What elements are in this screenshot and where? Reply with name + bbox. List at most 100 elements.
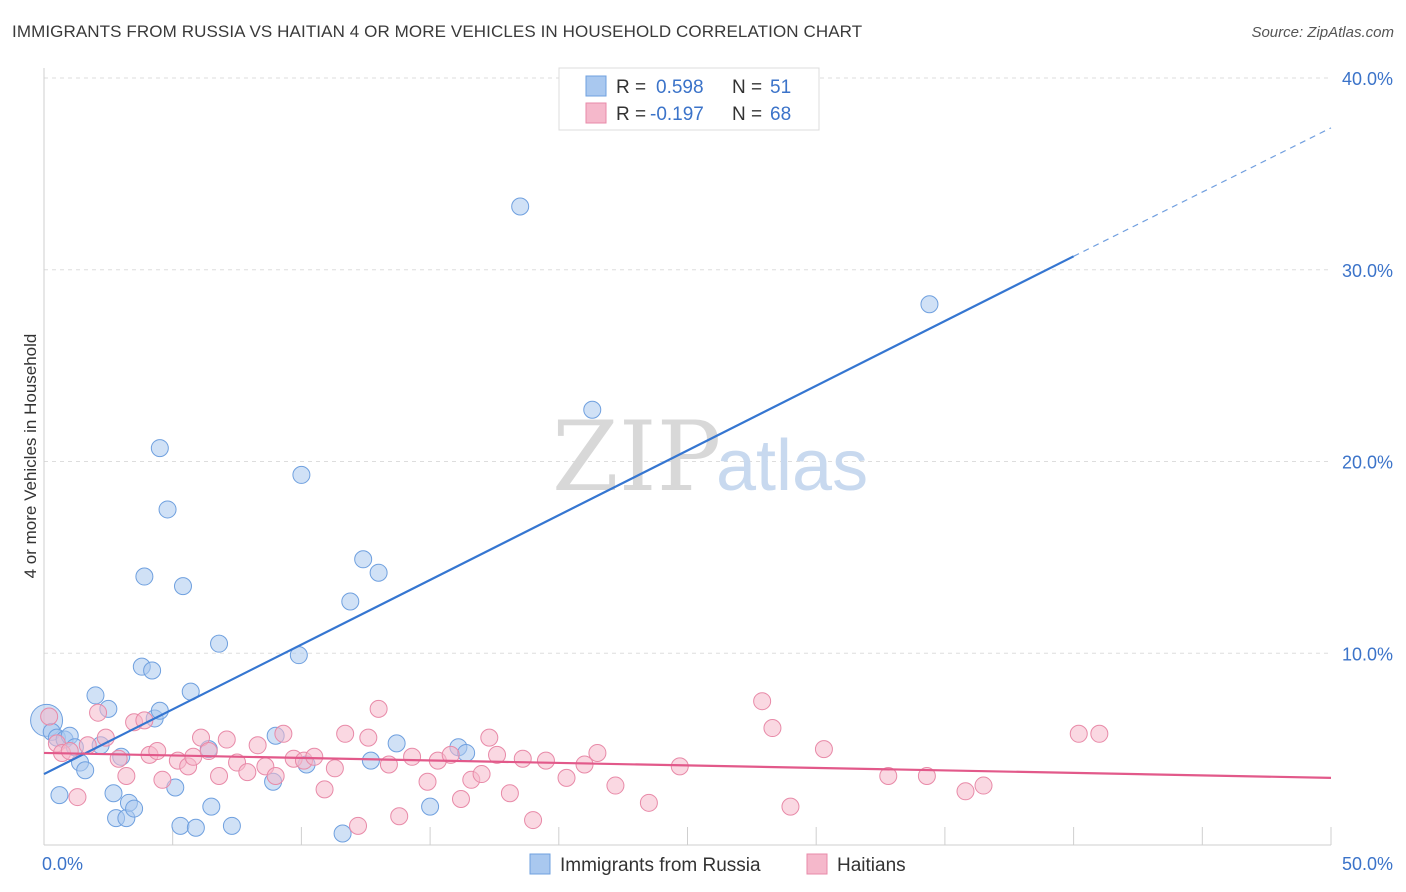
- point-haitians: [451, 789, 470, 808]
- point-haitians: [639, 793, 658, 812]
- y-tick-label: 30.0%: [1342, 261, 1393, 281]
- point-haitians: [274, 724, 293, 743]
- point-russia: [341, 592, 360, 611]
- trend-layer: [43, 127, 1332, 779]
- point-haitians: [472, 765, 491, 784]
- stats-r-value-russia: 0.598: [656, 77, 704, 98]
- point-haitians: [480, 728, 499, 747]
- point-haitians: [974, 776, 993, 795]
- point-russia: [104, 784, 123, 803]
- stats-r-label-haitians: R =: [616, 104, 646, 125]
- tick-labels: 10.0% 20.0% 30.0% 40.0% 0.0% 50.0%: [42, 69, 1393, 874]
- point-haitians: [588, 743, 607, 762]
- watermark-atlas: atlas: [716, 426, 868, 506]
- legend-label-russia: Immigrants from Russia: [560, 855, 761, 876]
- point-haitians: [1090, 724, 1109, 743]
- series-legend: Immigrants from Russia Haitians: [529, 853, 906, 876]
- point-haitians: [441, 745, 460, 764]
- point-russia: [150, 439, 169, 458]
- point-haitians: [763, 719, 782, 738]
- point-haitians: [325, 759, 344, 778]
- point-russia: [457, 743, 476, 762]
- point-haitians: [557, 768, 576, 787]
- point-haitians: [753, 692, 772, 711]
- point-russia: [210, 634, 229, 653]
- point-russia: [125, 799, 144, 818]
- x-tick-label: 50.0%: [1342, 854, 1393, 874]
- point-haitians: [305, 747, 324, 766]
- point-haitians: [68, 788, 87, 807]
- point-haitians: [879, 766, 898, 785]
- point-russia: [333, 824, 352, 843]
- point-russia: [222, 816, 241, 835]
- point-haitians: [315, 780, 334, 799]
- x-tick-label: 0.0%: [42, 854, 83, 874]
- chart-title: IMMIGRANTS FROM RUSSIA VS HAITIAN 4 OR M…: [12, 22, 863, 41]
- stats-n-label-russia: N =: [732, 77, 762, 98]
- stats-legend: R = 0.598 N = 51 R = -0.197 N = 68: [558, 67, 820, 131]
- trend-line-haitians: [43, 751, 1332, 779]
- y-tick-label: 10.0%: [1342, 644, 1393, 664]
- legend-swatch-haitians: [806, 853, 828, 875]
- point-haitians: [89, 703, 108, 722]
- point-haitians: [60, 742, 79, 761]
- legend-swatch-russia: [529, 853, 551, 875]
- point-haitians: [814, 740, 833, 759]
- point-haitians: [781, 797, 800, 816]
- point-haitians: [359, 728, 378, 747]
- point-haitians: [40, 707, 59, 726]
- y-tick-label: 40.0%: [1342, 69, 1393, 89]
- point-haitians: [266, 766, 285, 785]
- point-russia: [292, 465, 311, 484]
- point-haitians: [109, 749, 128, 768]
- point-haitians: [1069, 724, 1088, 743]
- stats-n-label-haitians: N =: [732, 104, 762, 125]
- point-haitians: [403, 747, 422, 766]
- point-haitians: [369, 699, 388, 718]
- trend-line-russia-extension: [1073, 127, 1332, 257]
- point-russia: [369, 563, 388, 582]
- y-tick-label: 20.0%: [1342, 453, 1393, 473]
- legend-label-haitians: Haitians: [837, 855, 906, 876]
- point-haitians: [390, 807, 409, 826]
- trend-line-russia: [43, 255, 1075, 776]
- point-haitians: [536, 751, 555, 770]
- point-haitians: [192, 728, 211, 747]
- point-russia: [354, 550, 373, 569]
- point-haitians: [336, 724, 355, 743]
- point-russia: [361, 751, 380, 770]
- point-haitians: [917, 766, 936, 785]
- stats-n-value-russia: 51: [770, 77, 791, 98]
- point-russia: [920, 295, 939, 314]
- point-russia: [421, 797, 440, 816]
- point-russia: [202, 797, 221, 816]
- point-haitians: [153, 770, 172, 789]
- stats-n-value-haitians: 68: [770, 104, 791, 125]
- stats-legend-swatch-haitians: [585, 102, 607, 124]
- stats-r-value-haitians: -0.197: [650, 104, 704, 125]
- point-haitians: [248, 736, 267, 755]
- point-russia: [186, 818, 205, 837]
- stats-r-label-russia: R =: [616, 77, 646, 98]
- point-russia: [511, 197, 530, 216]
- point-russia: [171, 816, 190, 835]
- point-haitians: [117, 766, 136, 785]
- point-haitians: [956, 782, 975, 801]
- point-haitians: [148, 742, 167, 761]
- points-layer: [30, 197, 1109, 843]
- point-russia: [135, 567, 154, 586]
- point-russia: [387, 734, 406, 753]
- point-haitians: [210, 766, 229, 785]
- point-russia: [86, 686, 105, 705]
- point-russia: [76, 761, 95, 780]
- point-haitians: [500, 784, 519, 803]
- point-russia: [50, 786, 69, 805]
- stats-legend-swatch-russia: [585, 75, 607, 97]
- point-haitians: [418, 772, 437, 791]
- point-russia: [158, 500, 177, 519]
- point-haitians: [349, 816, 368, 835]
- point-russia: [583, 400, 602, 419]
- point-haitians: [238, 763, 257, 782]
- point-russia: [173, 577, 192, 596]
